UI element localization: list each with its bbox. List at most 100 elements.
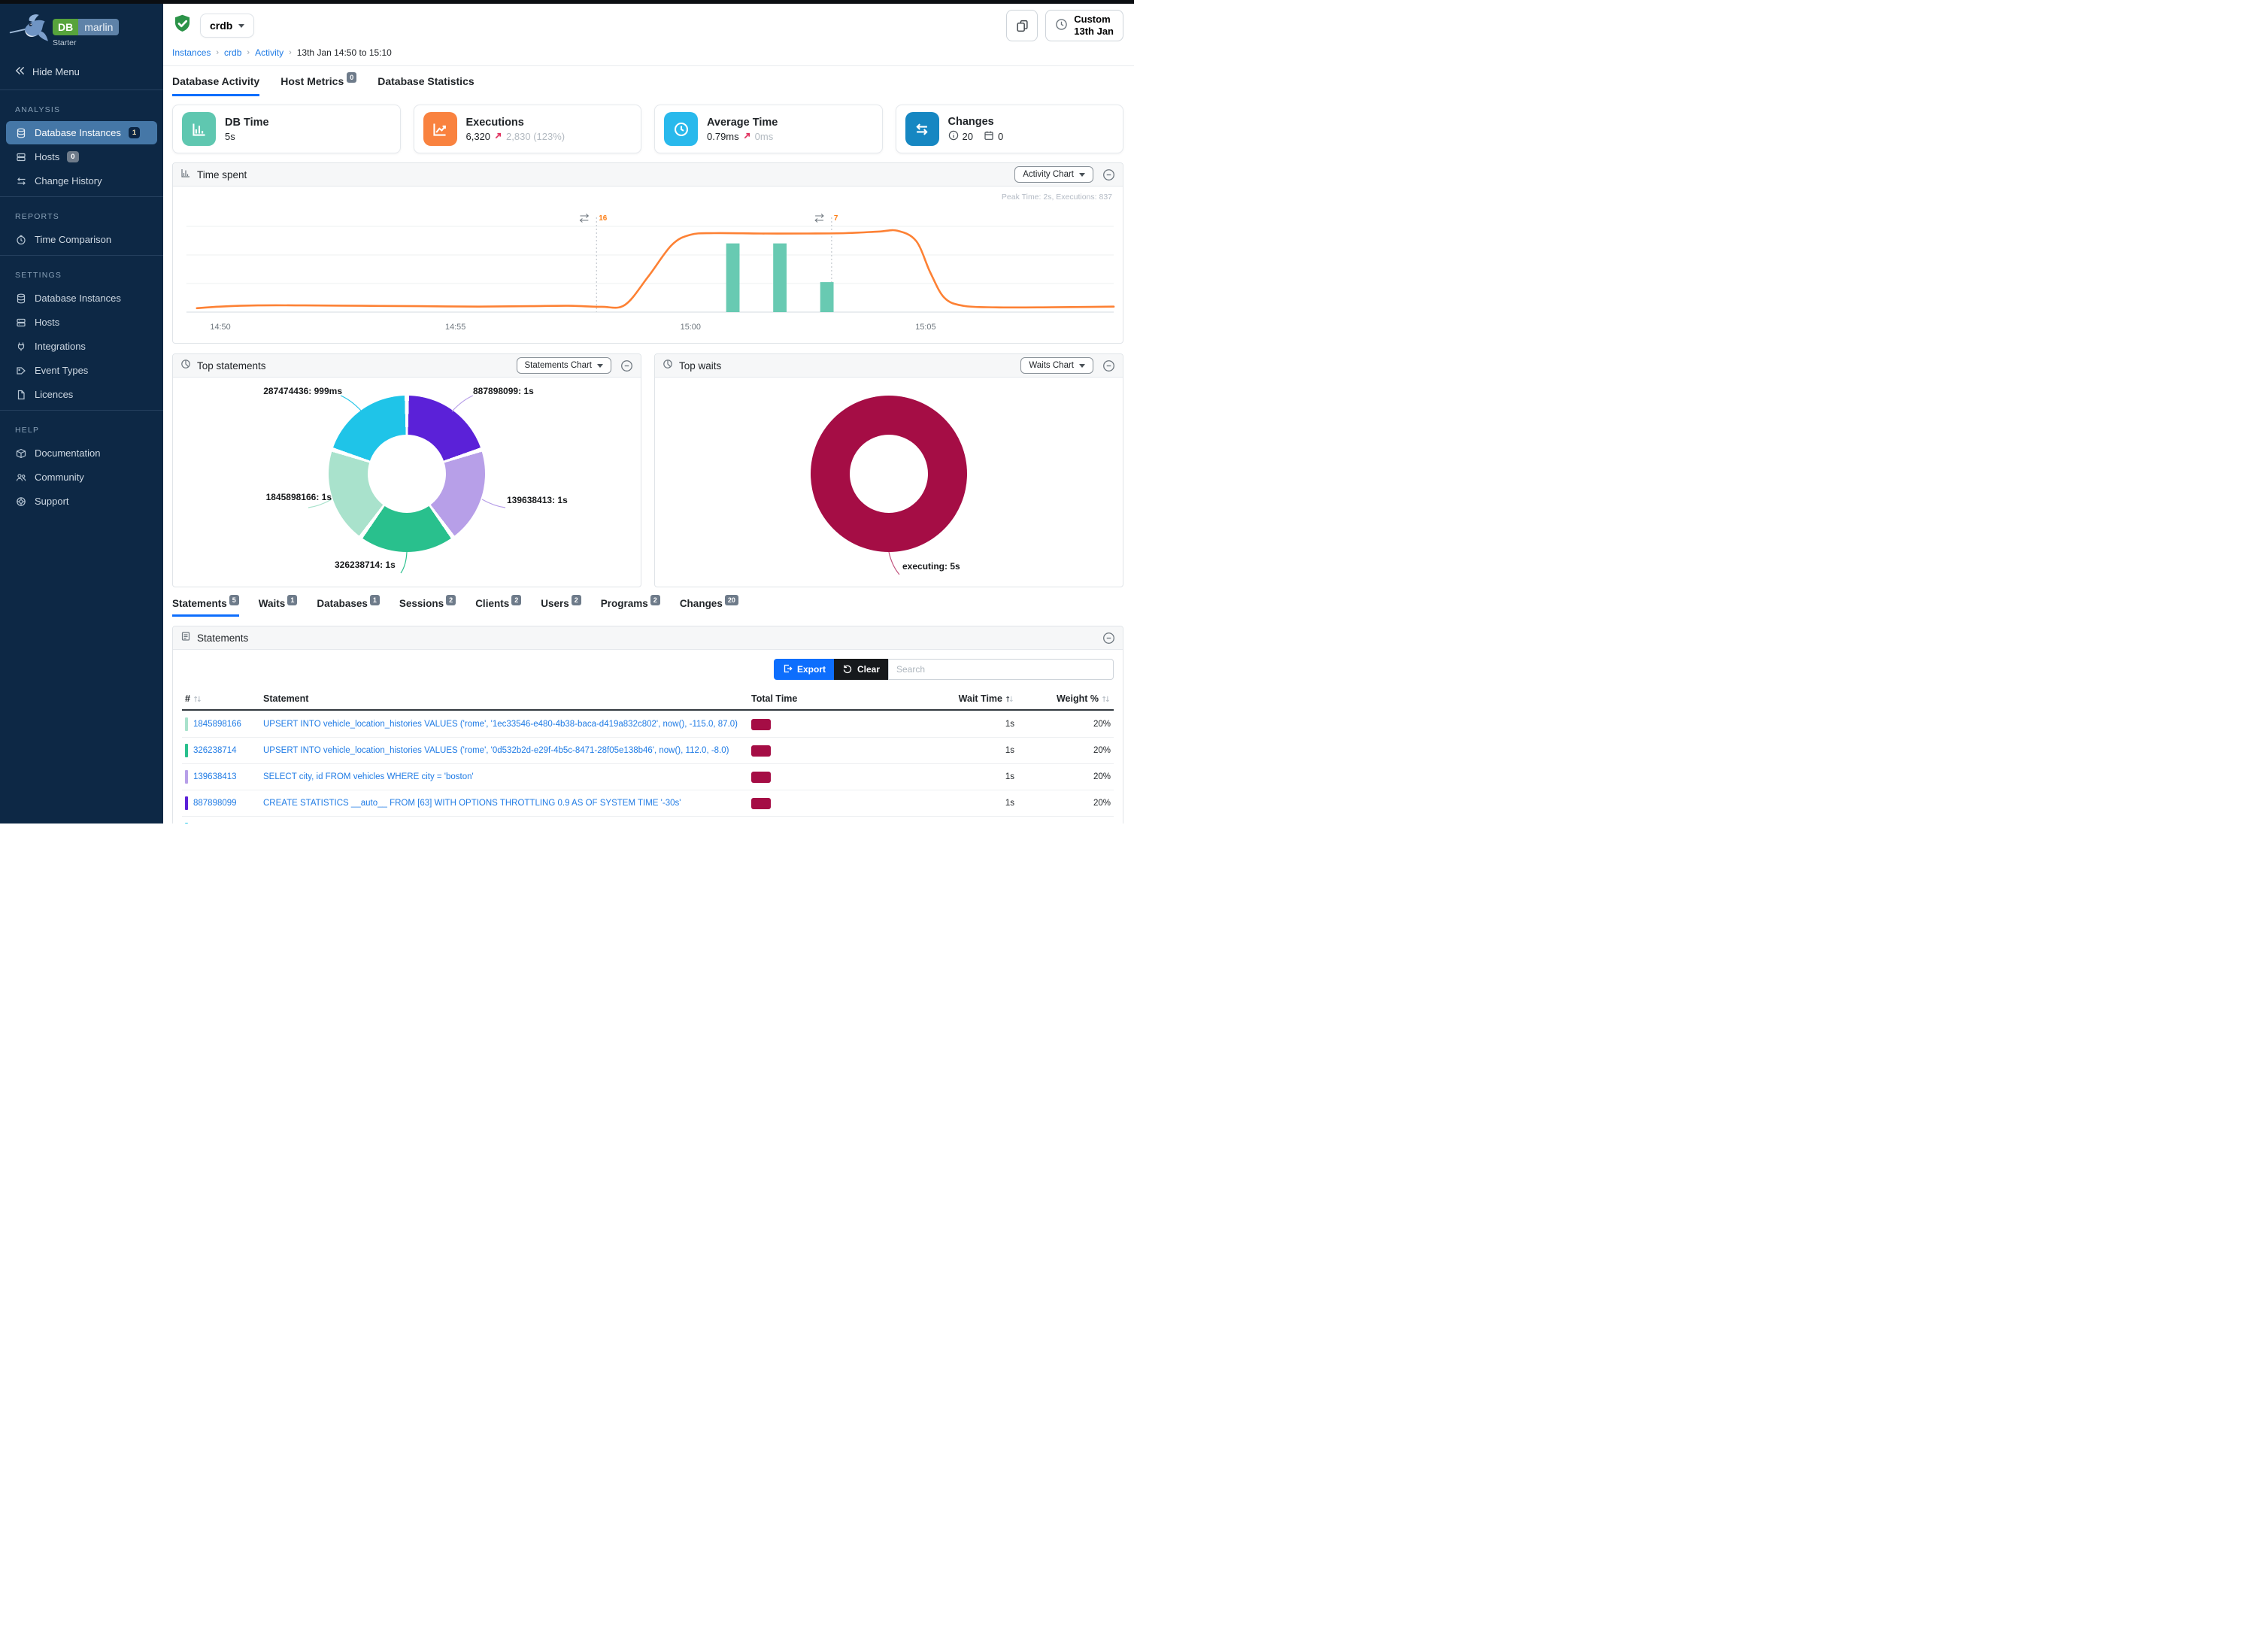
tab-databases[interactable]: Databases 1 <box>317 595 380 617</box>
donut-label: 139638413: 1s <box>507 495 568 505</box>
export-button[interactable]: Export <box>773 659 834 680</box>
sidebar-item-support[interactable]: Support <box>6 490 157 513</box>
statement-link[interactable]: SELECT city, id FROM vehicles WHERE city… <box>263 772 474 781</box>
trend-line-icon <box>423 112 457 146</box>
weight-value: 20% <box>1093 799 1111 808</box>
hide-menu-button[interactable]: Hide Menu <box>0 56 163 89</box>
count-badge: 1 <box>128 127 141 138</box>
sidebar-item-database-instances[interactable]: Database Instances 1 <box>6 121 157 144</box>
top-waits-donut[interactable]: executing: 5s <box>811 396 967 575</box>
marlin-fish-icon <box>9 11 48 51</box>
brand-logo[interactable]: DB marlin Starter <box>0 4 163 56</box>
collapse-panel-icon[interactable] <box>620 359 633 372</box>
collapse-panel-icon[interactable] <box>1102 168 1115 181</box>
instance-selector[interactable]: crdb <box>200 14 255 38</box>
pie-chart-icon <box>180 359 191 373</box>
statements-donut-chart[interactable] <box>329 396 485 552</box>
bar-chart-icon <box>182 112 216 146</box>
column-header-wait-time[interactable]: Wait Time <box>843 693 1014 704</box>
breadcrumb-instances[interactable]: Instances <box>172 47 211 58</box>
collapse-panel-icon[interactable] <box>1102 632 1115 645</box>
chevron-down-icon <box>1079 172 1085 177</box>
tab-users[interactable]: Users 2 <box>541 595 581 617</box>
panel-title: Statements <box>197 632 249 644</box>
sidebar-item-event-types[interactable]: Event Types <box>6 359 157 382</box>
time-range-button[interactable]: Custom 13th Jan <box>1045 10 1123 41</box>
sidebar-item-settings-hosts[interactable]: Hosts <box>6 311 157 334</box>
table-row: 1845898166 UPSERT INTO vehicle_location_… <box>182 711 1114 737</box>
activity-chart-select[interactable]: Activity Chart <box>1014 166 1093 183</box>
statement-link[interactable]: UPSERT INTO vehicle_location_histories V… <box>263 746 729 755</box>
total-time-bar <box>751 745 771 757</box>
wait-time-value: 999ms <box>843 817 1014 824</box>
count-badge: 2 <box>571 595 581 605</box>
svg-text:15:05: 15:05 <box>915 323 935 332</box>
clear-button[interactable]: Clear <box>833 659 888 680</box>
sidebar-item-change-history[interactable]: Change History <box>6 169 157 193</box>
column-header-statement[interactable]: Statement <box>263 693 309 704</box>
top-statements-donut[interactable]: 287474436: 999ms 887898099: 1s 139638413… <box>263 386 568 574</box>
tab-statements[interactable]: Statements 5 <box>172 595 239 617</box>
sidebar-item-settings-database-instances[interactable]: Database Instances <box>6 287 157 310</box>
panel-title: Time spent <box>197 168 247 180</box>
clock-icon <box>1055 18 1068 33</box>
undo-icon <box>842 663 853 676</box>
collapse-panel-icon[interactable] <box>1102 359 1115 372</box>
count-badge: 2 <box>650 595 660 605</box>
column-header-total-time[interactable]: Total Time <box>751 693 798 704</box>
kpi-db-time: DB Time 5s <box>172 105 401 153</box>
sidebar-item-hosts[interactable]: Hosts 0 <box>6 145 157 168</box>
tab-clients[interactable]: Clients 2 <box>475 595 522 617</box>
changes-info-count: 20 <box>962 130 973 142</box>
sidebar-item-licences[interactable]: Licences <box>6 383 157 406</box>
table-row: 887898099 CREATE STATISTICS __auto__ FRO… <box>182 790 1114 816</box>
sidebar-item-integrations[interactable]: Integrations <box>6 335 157 358</box>
swap-arrows-icon <box>905 112 939 146</box>
kpi-value: 6,320 <box>465 130 491 142</box>
count-badge: 2 <box>511 595 522 605</box>
tab-changes[interactable]: Changes 20 <box>680 595 738 617</box>
svg-text:14:50: 14:50 <box>210 323 230 332</box>
breadcrumb-activity[interactable]: Activity <box>255 47 284 58</box>
waits-donut-chart[interactable] <box>811 396 967 552</box>
tab-host-metrics[interactable]: Host Metrics 0 <box>280 72 357 96</box>
database-icon <box>15 293 27 304</box>
sort-icon <box>194 696 201 702</box>
tab-database-statistics[interactable]: Database Statistics <box>377 75 475 87</box>
plug-icon <box>15 341 27 352</box>
statement-link[interactable]: CREATE STATISTICS __auto__ FROM [63] WIT… <box>263 799 681 808</box>
column-header-id[interactable]: # <box>185 693 263 704</box>
divider <box>0 255 163 256</box>
waits-chart-select[interactable]: Waits Chart <box>1020 357 1093 374</box>
tab-waits[interactable]: Waits 1 <box>259 595 298 617</box>
statement-id-link[interactable]: 1845898166 <box>193 720 241 729</box>
statement-color-chip <box>185 744 188 757</box>
search-input[interactable] <box>888 659 1114 680</box>
column-header-weight[interactable]: Weight % <box>1014 693 1111 704</box>
wait-time-value: 1s <box>1005 720 1014 729</box>
sidebar-item-time-comparison[interactable]: Time Comparison <box>6 228 157 251</box>
time-spent-chart[interactable]: 16 7 14:50 14:55 15:00 15:05 <box>179 193 1117 341</box>
statements-chart-select[interactable]: Statements Chart <box>516 357 611 374</box>
sidebar-item-community[interactable]: Community <box>6 466 157 489</box>
chevron-double-left-icon <box>15 66 25 77</box>
breadcrumb-crdb[interactable]: crdb <box>224 47 242 58</box>
divider <box>0 196 163 197</box>
panel-title: Top statements <box>197 359 266 372</box>
main-tabs: Database Activity Host Metrics 0 Database… <box>163 66 1134 96</box>
tab-programs[interactable]: Programs 2 <box>601 595 660 617</box>
clock-icon <box>664 112 698 146</box>
statement-link[interactable]: UPSERT INTO vehicle_location_histories V… <box>263 720 738 729</box>
sort-ascending-icon <box>1006 696 1013 702</box>
statement-id-link[interactable]: 139638413 <box>193 772 237 781</box>
statement-color-chip <box>185 770 188 784</box>
sidebar-item-documentation[interactable]: Documentation <box>6 441 157 465</box>
top-statements-panel: Top statements Statements Chart <box>172 353 641 587</box>
statement-id-link[interactable]: 887898099 <box>193 799 237 808</box>
statement-id-link[interactable]: 326238714 <box>193 746 237 755</box>
tab-sessions[interactable]: Sessions 2 <box>399 595 456 617</box>
tab-database-activity[interactable]: Database Activity <box>172 75 260 96</box>
swap-arrows-icon <box>15 176 27 187</box>
copy-link-button[interactable] <box>1006 10 1038 41</box>
time-spent-header: Time spent Activity Chart <box>173 163 1123 187</box>
